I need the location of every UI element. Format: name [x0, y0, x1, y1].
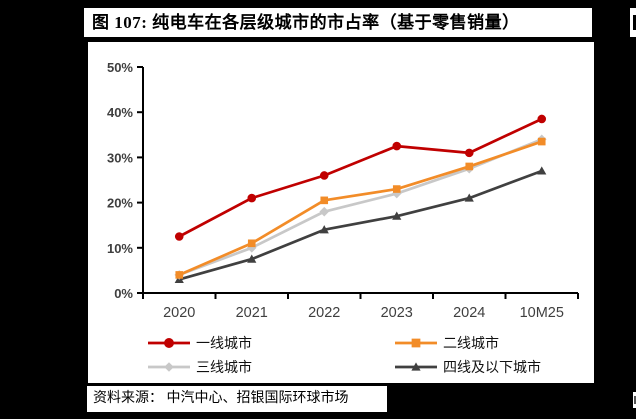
marker-square	[247, 239, 256, 248]
figure-title: 图 107: 纯电车在各层级城市的市占率（基于零售销量）	[92, 13, 520, 32]
source-strip: 资料来源： 中汽中心、招银国际环球市场	[87, 386, 387, 412]
marker-circle	[537, 114, 547, 124]
x-tick-label: 2022	[308, 305, 340, 321]
chart-panel: 0% 10% 20% 30% 40% 50% 2020 2021 2022 2023 2024 10M…	[88, 42, 594, 383]
marker-triangle	[411, 362, 421, 371]
marker-circle	[319, 171, 329, 180]
marker-triangle	[392, 211, 402, 220]
legend-label: 一线城市	[196, 335, 252, 352]
y-tick-label: 40%	[107, 105, 133, 120]
y-tick-label: 20%	[107, 196, 133, 211]
legend-label: 二线城市	[443, 335, 499, 352]
series-line	[177, 137, 544, 277]
series-一线城市	[174, 114, 547, 241]
x-tick-label: 2020	[163, 305, 195, 321]
figure-title-box: 图 107: 纯电车在各层级城市的市占率（基于零售销量）	[84, 8, 592, 37]
line-chart: 0% 10% 20% 30% 40% 50% 2020 2021 2022 2023 2024 10M…	[107, 60, 579, 376]
marker-circle	[392, 141, 402, 151]
marker-circle	[247, 193, 257, 203]
x-tick-label: 2021	[236, 305, 268, 321]
series-三线城市	[174, 134, 547, 280]
adjacent-figure-glyph-fragment	[633, 15, 636, 30]
marker-circle	[464, 148, 474, 158]
y-tick-label: 10%	[107, 241, 133, 256]
marker-triangle	[319, 225, 329, 234]
marker-square	[411, 338, 421, 348]
marker-circle	[174, 232, 184, 241]
x-axis: 2020 2021 2022 2023 2024 10M25	[142, 293, 579, 321]
marker-square	[465, 162, 474, 171]
legend-label: 三线城市	[196, 359, 252, 376]
marker-square	[175, 271, 184, 279]
series-line	[177, 117, 544, 238]
series-line	[177, 169, 544, 281]
marker-triangle	[247, 254, 257, 263]
adjacent-source-glyph-fragment	[634, 396, 636, 404]
y-tick-label: 50%	[107, 60, 133, 75]
adjacent-figure-source-fragment	[633, 392, 636, 408]
marker-diamond	[164, 362, 174, 372]
x-tick-label: 10M25	[520, 305, 564, 321]
series-四线及以下城市	[174, 166, 547, 284]
legend-item-四线及以下城市: 四线及以下城市	[395, 359, 541, 376]
marker-square	[537, 137, 546, 146]
legend-item-一线城市: 一线城市	[148, 335, 252, 352]
marker-circle	[164, 338, 174, 348]
marker-square	[392, 185, 401, 193]
y-tick-label: 30%	[107, 150, 133, 165]
legend-label: 四线及以下城市	[443, 359, 541, 376]
y-axis: 0% 10% 20% 30% 40% 50%	[107, 60, 143, 301]
legend-item-二线城市: 二线城市	[395, 335, 499, 352]
y-tick-label: 0%	[114, 286, 133, 301]
adjacent-figure-title-fragment	[630, 8, 636, 37]
x-tick-label: 2023	[381, 305, 413, 321]
marker-square	[320, 196, 329, 205]
legend-item-三线城市: 三线城市	[148, 359, 252, 376]
series-二线城市	[175, 137, 546, 279]
marker-triangle	[537, 166, 547, 175]
source-text: 资料来源： 中汽中心、招银国际环球市场	[93, 391, 349, 406]
marker-diamond	[319, 206, 330, 217]
x-tick-label: 2024	[453, 305, 485, 321]
marker-triangle	[464, 193, 474, 202]
series-line	[177, 140, 544, 277]
